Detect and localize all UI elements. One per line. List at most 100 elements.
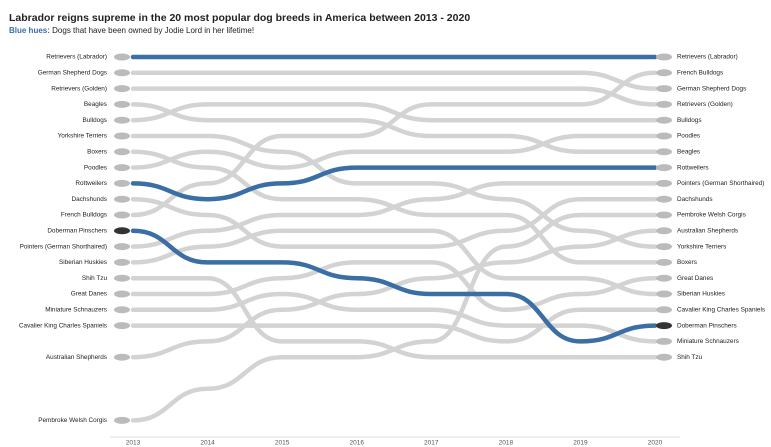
breed-icon	[114, 258, 130, 266]
breed-icon	[114, 148, 130, 156]
x-tick-label: 2015	[275, 440, 290, 447]
breed-icon	[114, 195, 130, 203]
breed-label: Doberman Pinschers	[677, 322, 737, 329]
breed-icon	[114, 85, 130, 93]
breed-icon	[114, 416, 130, 424]
breed-label: Miniature Schnauzers	[677, 338, 739, 345]
bump-line	[130, 133, 658, 170]
breed-label: German Shepherd Dogs	[38, 69, 107, 76]
subtitle-text: Dogs that have been owned by Jodie Lord …	[52, 26, 254, 35]
breed-label: Retrievers (Labrador)	[46, 54, 107, 61]
bump-line	[130, 196, 658, 249]
breed-label: Retrievers (Golden)	[51, 85, 107, 92]
breed-icon	[656, 53, 672, 61]
breed-label: Pointers (German Shorthaired)	[20, 243, 107, 250]
bump-line	[130, 102, 658, 123]
breed-icon	[114, 227, 130, 235]
breed-label: Poodles	[84, 164, 107, 171]
breed-icon	[656, 179, 672, 187]
breed-icon	[656, 258, 672, 266]
breed-icon	[656, 306, 672, 314]
breed-icon	[656, 274, 672, 282]
x-tick-label: 2013	[126, 440, 141, 447]
breed-label: Yorkshire Terriers	[58, 133, 107, 140]
breed-label: Retrievers (Golden)	[677, 101, 733, 108]
breed-label: Rottweilers	[677, 164, 709, 171]
breed-icon	[656, 132, 672, 140]
breed-icon	[656, 353, 672, 361]
breed-icon	[656, 227, 672, 235]
breed-label: Pointers (German Shorthaired)	[677, 180, 764, 187]
breed-icon	[114, 132, 130, 140]
breed-label: Doberman Pinschers	[47, 227, 107, 234]
subtitle-label: Blue hues:	[9, 26, 50, 35]
breed-label: Shih Tzu	[677, 354, 703, 361]
breed-icon	[114, 306, 130, 314]
breed-icon	[656, 164, 672, 172]
breed-label: Cavalier King Charles Spaniels	[677, 306, 765, 313]
chart-subtitle: Blue hues: Dogs that have been owned by …	[9, 26, 254, 35]
breed-label: French Bulldogs	[61, 212, 107, 219]
breed-icon	[656, 243, 672, 251]
breed-icon	[114, 164, 130, 172]
breed-icon	[656, 337, 672, 345]
bump-line	[130, 228, 658, 344]
breed-label: Miniature Schnauzers	[45, 306, 107, 313]
breed-label: French Bulldogs	[677, 69, 723, 76]
breed-icon	[114, 53, 130, 61]
breed-label: Great Danes	[677, 275, 713, 282]
breed-icon	[114, 274, 130, 282]
breed-label: Shih Tzu	[82, 275, 108, 282]
breed-label: Retrievers (Labrador)	[677, 54, 738, 61]
bump-line	[130, 307, 658, 344]
breed-label: Poodles	[677, 133, 700, 140]
breed-label: Cavalier King Charles Spaniels	[19, 322, 107, 329]
breed-label: Dachshunds	[677, 196, 713, 203]
breed-label: Pembroke Welsh Corgis	[38, 417, 107, 424]
breed-label: Beagles	[677, 148, 700, 155]
bump-line	[130, 133, 658, 249]
bump-line	[130, 275, 658, 360]
breed-icon	[114, 116, 130, 124]
breed-label: Australian Shepherds	[677, 227, 738, 234]
bump-line	[130, 228, 658, 297]
breed-icon	[656, 148, 672, 156]
breed-label: Bulldogs	[677, 117, 702, 124]
breed-icon	[114, 69, 130, 77]
breed-icon	[114, 353, 130, 361]
bump-line	[130, 70, 658, 218]
bump-line	[130, 181, 658, 249]
breed-label: Rottweilers	[75, 180, 107, 187]
breed-icon	[114, 179, 130, 187]
breed-icon	[114, 322, 130, 330]
x-tick-label: 2020	[648, 440, 663, 447]
breed-icon	[656, 195, 672, 203]
x-tick-label: 2017	[424, 440, 439, 447]
breed-label: Great Danes	[71, 291, 107, 298]
breed-label: German Shepherd Dogs	[677, 85, 746, 92]
breed-label: Beagles	[84, 101, 107, 108]
breed-icon	[656, 85, 672, 93]
breed-label: Dachshunds	[71, 196, 107, 203]
breed-icon	[656, 322, 672, 330]
breed-icon	[656, 100, 672, 108]
breed-icon	[656, 69, 672, 77]
breed-icon	[114, 100, 130, 108]
breed-icon	[114, 211, 130, 219]
breed-label: Boxers	[677, 259, 697, 266]
breed-icon	[114, 290, 130, 298]
breed-icon	[656, 290, 672, 298]
bump-line	[130, 212, 658, 423]
breed-label: Bulldogs	[82, 117, 107, 124]
breed-icon	[114, 243, 130, 251]
breed-label: Pembroke Welsh Corgis	[677, 212, 746, 219]
breed-icon	[656, 211, 672, 219]
breed-icon	[656, 116, 672, 124]
bump-line	[130, 291, 658, 344]
x-tick-label: 2019	[573, 440, 588, 447]
x-tick-label: 2016	[349, 440, 364, 447]
bump-line	[130, 70, 658, 91]
breed-label: Yorkshire Terriers	[677, 243, 726, 250]
x-tick-label: 2018	[499, 440, 514, 447]
